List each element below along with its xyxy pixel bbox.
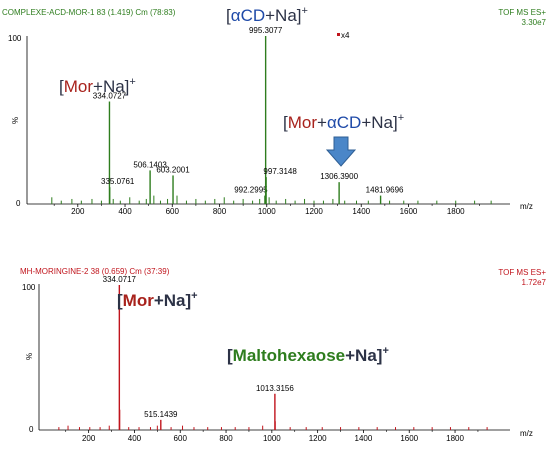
top-y-zero-label: 0: [16, 199, 21, 208]
top-zoom-marker: x4: [341, 31, 350, 40]
top-zoom-marker-box: [337, 33, 340, 36]
x-tick-label: 200: [82, 434, 96, 443]
bottom-y-max-label: 100: [22, 283, 36, 292]
top-x-ticks: 200 400 600 800 1000 1200 1400 1600 1800: [53, 204, 480, 216]
peak-label: 1306.3900: [320, 172, 358, 181]
bottom-y-unit-label: %: [25, 353, 34, 360]
bottom-minor-peaks: [58, 409, 488, 430]
x-tick-label: 600: [174, 434, 188, 443]
top-spectrum-panel: COMPLEXE-ACD-MOR-1 83 (1.419) Cm (78:83)…: [2, 8, 547, 216]
x-tick-label: 400: [128, 434, 142, 443]
top-header-right: TOF MS ES+: [498, 8, 546, 17]
annotation-maltohexaose-na: [Maltohexaose+Na]+: [227, 345, 389, 365]
x-tick-label: 1400: [355, 434, 373, 443]
annotation-mor-na-bottom: [Mor+Na]+: [117, 290, 198, 310]
annotation-acd-na: [αCD+Na]+: [226, 5, 308, 25]
peak-label: 995.3077: [249, 26, 283, 35]
bottom-y-zero-label: 0: [29, 425, 34, 434]
peak-label: 515.1439: [144, 410, 178, 419]
top-y-max-label: 100: [8, 34, 22, 43]
bottom-header-left: MH-MORINGINE-2 38 (0.659) Cm (37:39): [20, 267, 170, 276]
peak-label: 1481.9696: [366, 186, 404, 195]
bottom-intensity: 1.72e7: [522, 278, 547, 287]
x-tick-label: 1600: [400, 434, 418, 443]
x-tick-label: 800: [219, 434, 233, 443]
bottom-x-axis-label: m/z: [520, 429, 533, 438]
top-y-unit-label: %: [11, 117, 20, 124]
x-tick-label: 1600: [400, 207, 418, 216]
bottom-x-ticks: 200 400 600 800 1000 1200 1400 1600 1800: [65, 430, 479, 443]
x-tick-label: 1800: [446, 434, 464, 443]
x-tick-label: 600: [166, 207, 180, 216]
peak-label: 1013.3156: [256, 384, 294, 393]
peak-label: 603.2001: [156, 165, 190, 174]
peak-label: 335.0761: [101, 177, 135, 186]
annotation-mor-na-top: [Mor+Na]+: [59, 76, 136, 96]
x-tick-label: 1200: [309, 434, 327, 443]
peak-label: 997.3148: [263, 167, 297, 176]
down-arrow-icon: [325, 136, 357, 167]
peak-label: 334.0727: [93, 92, 127, 101]
top-header-left: COMPLEXE-ACD-MOR-1 83 (1.419) Cm (78:83): [2, 8, 176, 17]
peak-label: 506.1403: [133, 160, 167, 169]
x-tick-label: 1200: [305, 207, 323, 216]
x-tick-label: 1800: [447, 207, 465, 216]
peak-label: 334.0717: [103, 275, 137, 284]
top-intensity: 3.30e7: [522, 18, 547, 27]
top-minor-peaks: [51, 195, 492, 204]
top-x-axis-label: m/z: [520, 202, 533, 211]
x-tick-label: 1000: [263, 434, 281, 443]
x-tick-label: 400: [118, 207, 132, 216]
x-tick-label: 1400: [352, 207, 370, 216]
peak-label: 992.2995: [234, 186, 268, 195]
x-tick-label: 800: [213, 207, 227, 216]
bottom-spectrum-panel: MH-MORINGINE-2 38 (0.659) Cm (37:39) TOF…: [20, 267, 547, 443]
bottom-header-right: TOF MS ES+: [498, 268, 546, 277]
annotation-mor-acd-na: [Mor+αCD+Na]+: [283, 112, 404, 132]
x-tick-label: 200: [71, 207, 85, 216]
bottom-labeled-peaks: 334.0717 515.1439 1013.3156: [103, 275, 294, 430]
x-tick-label: 1000: [258, 207, 276, 216]
